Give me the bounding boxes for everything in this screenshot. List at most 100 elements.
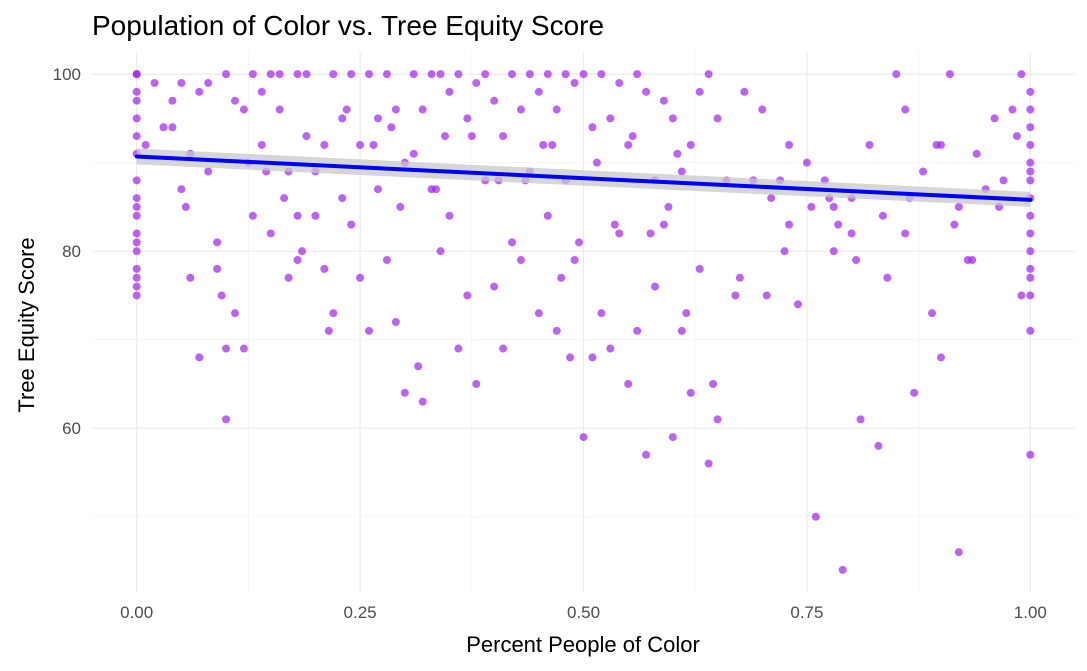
scatter-point <box>132 70 141 79</box>
scatter-point <box>181 202 190 211</box>
scatter-point <box>454 344 463 353</box>
scatter-point <box>213 238 222 247</box>
scatter-point <box>856 415 865 424</box>
scatter-point <box>168 96 177 105</box>
scatter-point <box>838 565 847 574</box>
scatter-point <box>266 229 275 238</box>
scatter-point <box>954 548 963 557</box>
scatter-point <box>132 132 141 141</box>
scatter-point <box>811 512 820 521</box>
scatter-point <box>807 202 816 211</box>
scatter-point <box>230 96 239 105</box>
scatter-point <box>874 441 883 450</box>
trend-line <box>134 154 1033 202</box>
scatter-point <box>382 70 391 79</box>
y-tick-label: 80 <box>62 242 81 261</box>
x-axis-ticks: 0.00 0.25 0.50 0.75 1.00 <box>120 603 1047 622</box>
scatter-point <box>878 211 887 220</box>
scatter-point <box>557 273 566 282</box>
scatter-point <box>543 211 552 220</box>
scatter-point <box>132 291 141 300</box>
scatter-point <box>329 70 338 79</box>
scatter-point <box>1026 273 1035 282</box>
scatter-point <box>141 140 150 149</box>
scatter-point <box>633 70 642 79</box>
scatter-point <box>516 105 525 114</box>
scatter-point <box>284 273 293 282</box>
scatter-point <box>427 70 436 79</box>
scatter-point <box>668 433 677 442</box>
scatter-point <box>365 70 374 79</box>
scatter-point <box>342 105 351 114</box>
scatter-point <box>624 379 633 388</box>
scatter-point <box>579 433 588 442</box>
x-tick-label: 0.25 <box>344 603 377 622</box>
scatter-point <box>570 256 579 265</box>
grid-major <box>92 52 1075 592</box>
scatter-point <box>950 220 959 229</box>
scatter-point <box>1026 176 1035 185</box>
scatter-point <box>508 238 517 247</box>
scatter-point <box>1026 450 1035 459</box>
scatter-point <box>239 344 248 353</box>
points-layer <box>132 70 1035 574</box>
scatter-point <box>936 353 945 362</box>
scatter-point <box>758 105 767 114</box>
scatter-point <box>709 379 718 388</box>
scatter-point <box>892 70 901 79</box>
scatter-point <box>499 132 508 141</box>
scatter-point <box>1026 229 1035 238</box>
scatter-point <box>454 70 463 79</box>
scatter-point <box>311 211 320 220</box>
x-tick-label: 0.50 <box>567 603 600 622</box>
scatter-point <box>695 264 704 273</box>
scatter-point <box>347 220 356 229</box>
scatter-point <box>704 459 713 468</box>
scatter-point <box>919 167 928 176</box>
scatter-point <box>588 123 597 132</box>
scatter-point <box>391 318 400 326</box>
scatter-point <box>664 202 673 211</box>
scatter-point <box>1026 326 1035 335</box>
scatter-point <box>932 140 941 149</box>
scatter-point <box>204 167 213 176</box>
scatter-point <box>298 247 307 256</box>
scatter-point <box>150 78 159 87</box>
scatter-point <box>548 140 557 149</box>
scatter-point <box>418 397 427 406</box>
scatter-point <box>659 220 668 229</box>
scatter-point <box>396 202 405 211</box>
y-axis-title: Tree Equity Score <box>14 237 39 412</box>
scatter-point <box>177 78 186 87</box>
scatter-point <box>132 87 141 96</box>
scatter-point <box>954 202 963 211</box>
scatter-point <box>467 132 476 141</box>
scatter-point <box>642 87 651 96</box>
scatter-point <box>588 353 597 362</box>
scatter-point <box>275 105 284 114</box>
scatter-point <box>1017 70 1026 79</box>
scatter-point <box>673 149 682 158</box>
scatter-point <box>347 70 356 79</box>
scatter-point <box>168 123 177 132</box>
scatter-point <box>239 105 248 114</box>
scatter-point <box>195 353 204 362</box>
scatter-point <box>436 247 445 256</box>
scatter-point <box>883 273 892 282</box>
scatter-point <box>990 114 999 123</box>
scatter-point <box>624 140 633 149</box>
scatter-point <box>713 114 722 123</box>
scatter-point <box>686 140 695 149</box>
scatter-point <box>610 220 619 229</box>
scatter-point <box>177 185 186 194</box>
scatter-point <box>445 87 454 96</box>
scatter-point <box>1012 132 1021 141</box>
scatter-point <box>834 220 843 229</box>
scatter-point <box>615 78 624 87</box>
scatter-point <box>1026 140 1035 149</box>
scatter-point <box>248 70 257 79</box>
scatter-point <box>829 247 838 256</box>
scatter-point <box>387 123 396 132</box>
scatter-point <box>373 114 382 123</box>
